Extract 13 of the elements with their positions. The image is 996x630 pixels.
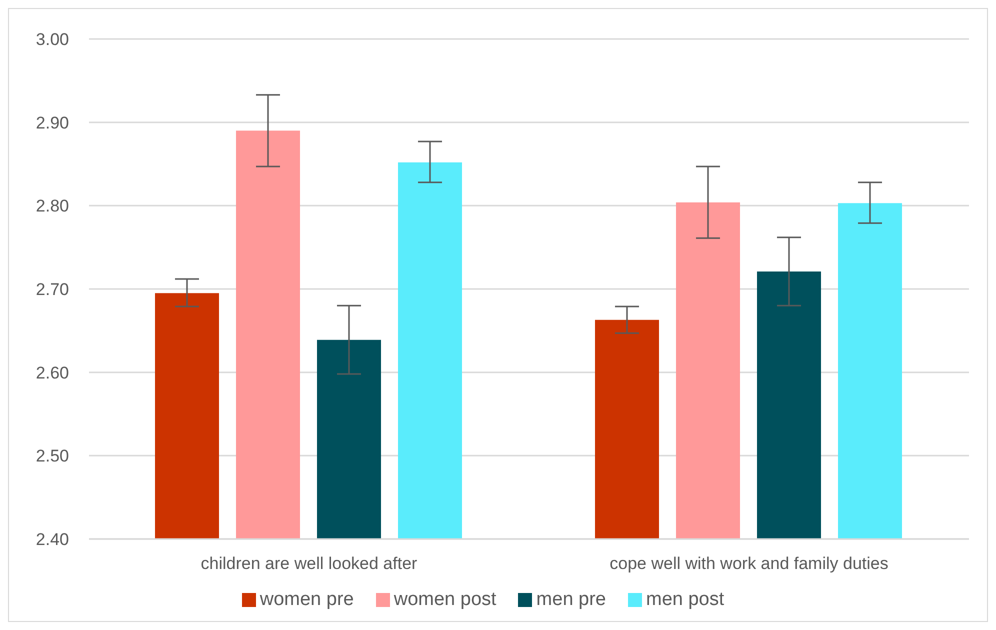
x-tick-label: cope well with work and family duties (610, 554, 888, 574)
legend-label: men post (646, 589, 724, 610)
y-tick-label: 2.50 (36, 446, 69, 466)
legend-label: women pre (260, 589, 354, 610)
x-tick-label: children are well looked after (200, 554, 418, 574)
y-tick-label: 3.00 (36, 30, 69, 50)
legend-label: women post (394, 589, 496, 610)
y-tick-label: 2.70 (36, 280, 69, 300)
legend-label: men pre (536, 589, 606, 610)
y-tick-label: 2.80 (36, 196, 69, 216)
y-tick-label: 2.90 (36, 113, 69, 132)
y-tick-label: 2.40 (36, 530, 69, 550)
y-tick-label: 2.60 (36, 363, 69, 382)
